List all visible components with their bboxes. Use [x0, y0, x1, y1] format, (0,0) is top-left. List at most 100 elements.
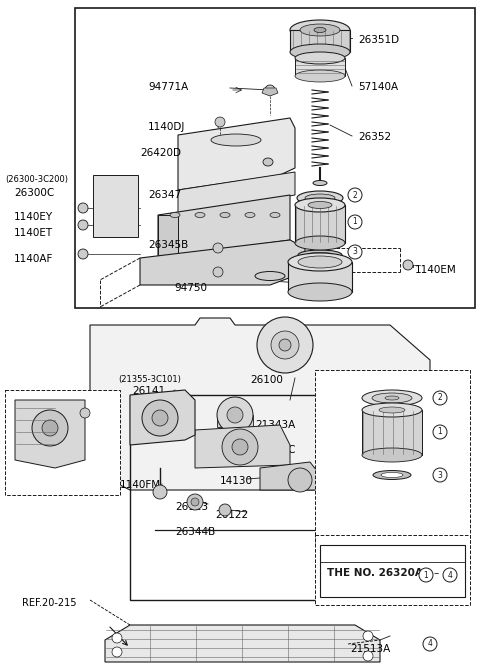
Bar: [217, 415, 253, 427]
Ellipse shape: [290, 44, 350, 60]
Circle shape: [80, 408, 90, 418]
Ellipse shape: [290, 20, 350, 40]
Ellipse shape: [288, 253, 352, 271]
Ellipse shape: [385, 396, 399, 400]
Circle shape: [433, 425, 447, 439]
Text: 26347: 26347: [148, 190, 181, 200]
Circle shape: [32, 410, 68, 446]
Ellipse shape: [372, 393, 412, 403]
Text: 26345B: 26345B: [148, 240, 188, 250]
Ellipse shape: [295, 236, 345, 250]
Text: 26123: 26123: [175, 502, 208, 512]
Circle shape: [217, 397, 253, 433]
Text: THE NO. 26320A :: THE NO. 26320A :: [327, 568, 434, 578]
Text: (26320-3C100): (26320-3C100): [320, 375, 383, 384]
Text: 26344B: 26344B: [175, 527, 215, 537]
Ellipse shape: [255, 271, 285, 280]
Polygon shape: [90, 318, 430, 490]
Circle shape: [191, 498, 199, 506]
Ellipse shape: [195, 212, 205, 218]
Polygon shape: [260, 462, 320, 490]
Ellipse shape: [263, 158, 273, 166]
Circle shape: [42, 420, 58, 436]
Circle shape: [423, 637, 437, 651]
Circle shape: [348, 188, 362, 202]
Circle shape: [265, 85, 275, 95]
Text: 26113C: 26113C: [255, 445, 296, 455]
Text: 3: 3: [353, 247, 358, 257]
Circle shape: [419, 568, 433, 582]
Text: REF.20-215: REF.20-215: [22, 598, 76, 608]
Text: (26320-3C250): (26320-3C250): [320, 539, 383, 548]
Ellipse shape: [373, 470, 411, 480]
Circle shape: [153, 485, 167, 499]
Bar: [93, 175, 138, 237]
Circle shape: [363, 631, 373, 641]
Text: 1140EY: 1140EY: [14, 212, 53, 222]
Polygon shape: [178, 118, 295, 190]
Text: 1140ET: 1140ET: [14, 228, 53, 238]
Circle shape: [348, 215, 362, 229]
Polygon shape: [178, 172, 295, 215]
Circle shape: [187, 494, 203, 510]
Bar: [288, 262, 352, 292]
Text: 26352: 26352: [358, 132, 391, 142]
Ellipse shape: [381, 472, 403, 478]
Ellipse shape: [295, 198, 345, 212]
Bar: [290, 30, 350, 52]
Polygon shape: [140, 240, 305, 285]
Ellipse shape: [306, 253, 334, 257]
Text: 26141: 26141: [22, 404, 55, 414]
Ellipse shape: [211, 134, 261, 146]
Text: 94771A: 94771A: [148, 82, 188, 92]
Text: (21355-3C101): (21355-3C101): [118, 375, 181, 384]
Circle shape: [363, 651, 373, 661]
Circle shape: [279, 339, 291, 351]
Text: 26100: 26100: [250, 375, 283, 385]
Circle shape: [219, 504, 231, 516]
Bar: [295, 205, 345, 243]
Ellipse shape: [305, 194, 335, 202]
Text: 1: 1: [353, 218, 358, 226]
Circle shape: [288, 468, 312, 492]
Circle shape: [78, 203, 88, 213]
Bar: [295, 58, 345, 76]
Text: 57140A: 57140A: [358, 82, 398, 92]
Ellipse shape: [362, 448, 422, 462]
Text: NOTE: NOTE: [327, 550, 359, 560]
Text: 21343A: 21343A: [255, 420, 295, 430]
Ellipse shape: [270, 212, 280, 218]
Bar: [5, 390, 120, 495]
Text: 1140AF: 1140AF: [14, 254, 53, 264]
Bar: [315, 370, 470, 545]
Text: –: –: [434, 568, 439, 578]
Ellipse shape: [170, 212, 180, 218]
Text: 26300C: 26300C: [14, 188, 54, 198]
Ellipse shape: [314, 28, 326, 32]
Text: 1: 1: [424, 571, 428, 579]
Circle shape: [112, 633, 122, 643]
Ellipse shape: [362, 390, 422, 406]
Circle shape: [112, 647, 122, 657]
Ellipse shape: [295, 70, 345, 82]
Text: 26320A: 26320A: [335, 385, 375, 395]
Circle shape: [215, 117, 225, 127]
Text: 21513A: 21513A: [350, 644, 390, 654]
Circle shape: [433, 391, 447, 405]
Ellipse shape: [313, 181, 327, 185]
Polygon shape: [130, 390, 195, 445]
Circle shape: [213, 243, 223, 253]
Bar: [315, 535, 470, 605]
Circle shape: [152, 410, 168, 426]
Circle shape: [142, 400, 178, 436]
Polygon shape: [262, 88, 278, 96]
Text: 3: 3: [438, 470, 443, 480]
Circle shape: [227, 407, 243, 423]
Ellipse shape: [298, 250, 342, 260]
Text: 14130: 14130: [220, 476, 253, 486]
Polygon shape: [158, 215, 178, 258]
Circle shape: [78, 220, 88, 230]
Text: 1: 1: [438, 427, 443, 437]
Bar: [75, 8, 475, 308]
Circle shape: [443, 568, 457, 582]
